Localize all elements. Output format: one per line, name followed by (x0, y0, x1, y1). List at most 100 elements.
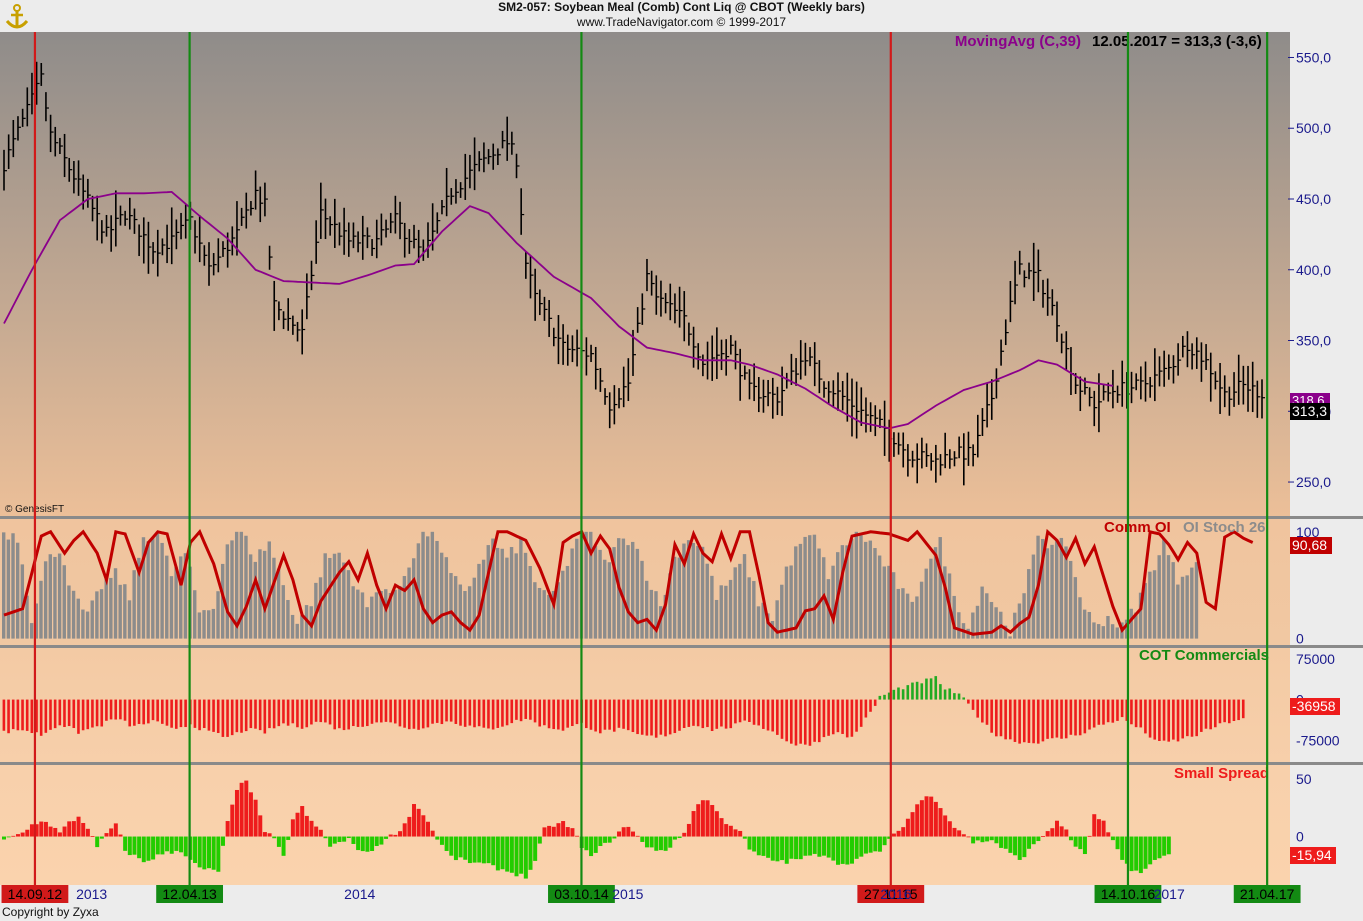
cot-bar (445, 699, 448, 722)
ohlc-bar (1056, 301, 1060, 342)
ohlc-bar (175, 219, 180, 250)
ohlc-bar (552, 327, 557, 347)
spread-bar (6, 836, 11, 838)
cot-bar (1055, 699, 1059, 738)
cot-bar (524, 699, 528, 719)
oi-stoch-bar (412, 558, 416, 639)
cot-bar (319, 699, 323, 723)
spread-bar (887, 836, 892, 839)
spread-bar (1036, 836, 1041, 842)
oi-stoch-bar (1041, 538, 1045, 639)
oi-stoch-bar (845, 545, 849, 639)
cot-bar (375, 699, 378, 723)
cot-bar (207, 699, 211, 731)
ohlc-bar (1023, 270, 1028, 288)
oi-stoch-bar (2, 532, 6, 639)
cot-bar (1013, 699, 1017, 742)
spread-bar (253, 799, 258, 837)
spread-bar (202, 836, 207, 870)
cot-bar (91, 699, 94, 728)
spread-bar (1054, 820, 1059, 837)
spread-bar (332, 836, 337, 844)
spread-bar (952, 827, 957, 837)
oi-stoch-bar (234, 531, 239, 639)
spread-bar (565, 827, 570, 837)
oi-stoch-bar (155, 531, 160, 639)
oi-stoch-bar (216, 591, 220, 639)
oi-stoch-bar (528, 566, 532, 639)
ohlc-bar (1084, 377, 1088, 395)
oi-stoch-bar (370, 596, 374, 639)
ohlc-bar (539, 289, 543, 316)
oi-stoch-bar (398, 586, 402, 639)
cot-bar (272, 699, 276, 729)
spread-bar (1138, 836, 1143, 874)
cot-bar (561, 699, 565, 731)
ohlc-bar (604, 388, 609, 405)
separator-price-oi (0, 516, 1363, 519)
cot-bar (1060, 699, 1063, 739)
oi-stoch-bar (519, 538, 523, 639)
ohlc-bar (45, 92, 49, 122)
oi-stoch-bar (1185, 575, 1189, 639)
cot-bar (1018, 699, 1021, 744)
oi-stoch-bar (29, 623, 34, 639)
ohlc-bar (357, 231, 362, 253)
year-label: 2017 (1154, 886, 1185, 902)
cot-bar (35, 699, 38, 733)
spread-bar (197, 836, 202, 868)
cot-bar (505, 699, 509, 726)
oi-stoch-bar (901, 588, 905, 639)
spread-bar (1092, 814, 1097, 837)
oi-stoch-bar (160, 542, 164, 639)
oi-stoch-bar (654, 591, 658, 639)
spread-bar (705, 800, 710, 837)
oi-stoch-bar (612, 547, 616, 639)
ohlc-bar (1042, 279, 1047, 308)
ohlc-bar (17, 116, 21, 141)
ohlc-bar (613, 385, 618, 425)
ohlc-bar (1060, 333, 1065, 354)
ohlc-bar (1209, 352, 1214, 402)
cot-bar (1046, 699, 1049, 739)
oi-stoch-bar (379, 590, 383, 639)
cot-bar (1158, 699, 1161, 741)
oi-stoch-bar (919, 581, 924, 639)
oi-stoch-bar (775, 600, 779, 639)
spread-bar (416, 808, 421, 837)
spread-bar (486, 836, 491, 864)
event-date-box (156, 885, 224, 903)
cot-bar (1074, 699, 1077, 736)
spread-bar (836, 836, 841, 865)
ohlc-bar (375, 219, 380, 259)
ohlc-bar (63, 133, 68, 178)
ohlc-bar (1009, 280, 1014, 323)
separator-oi-cot (0, 645, 1363, 648)
spread-bar (812, 836, 817, 854)
ohlc-bar (841, 381, 846, 411)
oi-stoch-bar (891, 572, 896, 639)
ohlc-bar (562, 324, 567, 365)
spread-bar (873, 836, 878, 852)
oi-stoch-bar (551, 590, 556, 639)
ohlc-bar (492, 143, 497, 170)
cot-bar (869, 699, 872, 712)
spread-bar (519, 836, 524, 874)
spread-bar (640, 836, 645, 842)
cot-bar (822, 699, 826, 738)
cot-label: COT Commercials (1139, 647, 1269, 664)
ohlc-bar (250, 201, 254, 216)
ohlc-bar (683, 291, 688, 342)
ohlc-bar (986, 383, 991, 428)
spread-bar (742, 836, 747, 839)
oi-stoch-bar (137, 557, 141, 639)
oi-stoch-bar (318, 577, 323, 639)
ohlc-bar (427, 222, 431, 258)
oi-stoch-bar (300, 615, 304, 639)
oi-stoch-bar (286, 599, 290, 639)
oi-stoch-bar (784, 566, 789, 639)
ohlc-bar (352, 222, 357, 249)
spread-bar (1143, 836, 1148, 869)
oi-stoch-bar (635, 548, 640, 639)
cot-bar (212, 699, 215, 732)
